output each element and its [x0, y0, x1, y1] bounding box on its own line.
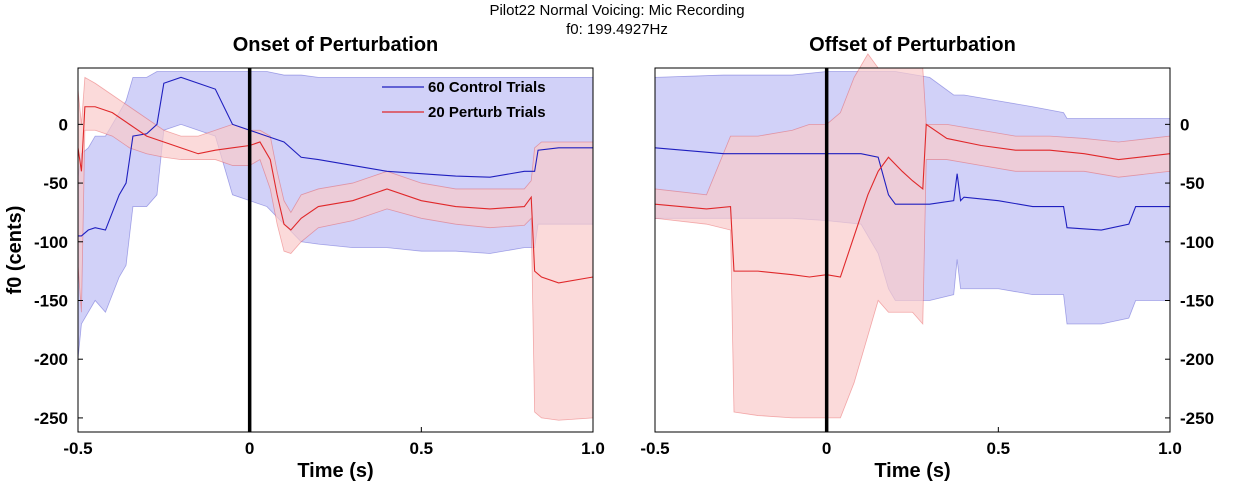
offset-mean-lines — [654, 123, 1171, 278]
y-tick-label-1-5: -250 — [1180, 409, 1214, 428]
onset-axes-frame — [77, 67, 594, 433]
perturb-mean-line-0 — [77, 106, 594, 284]
y-tick-label-0-2: -100 — [34, 233, 68, 252]
y-tick-label-0-0: 0 — [59, 115, 68, 134]
y-tick-label-0-4: -200 — [34, 350, 68, 369]
x-tick-label-0-1: 0 — [245, 439, 254, 458]
legend-perturb-label: 20 Perturb Trials — [428, 104, 546, 121]
x-tick-label-0-2: 0.5 — [410, 439, 434, 458]
legend-control-label: 60 Control Trials — [428, 79, 546, 96]
y-tick-label-1-4: -200 — [1180, 350, 1214, 369]
y-tick-label-1-0: 0 — [1180, 115, 1189, 134]
onset-panel-title: Onset of Perturbation — [233, 34, 439, 56]
onset-y-axis-label: f0 (cents) — [4, 206, 26, 295]
x-tick-label-0-3: 1.0 — [581, 439, 605, 458]
y-tick-label-0-3: -150 — [34, 291, 68, 310]
onset-axis-ticks: -0.5 0 0.5 1.0 0 -50 -100 -150 -200 -250 — [34, 115, 605, 458]
x-tick-label-1-0: -0.5 — [640, 439, 669, 458]
x-tick-label-0-0: -0.5 — [63, 439, 92, 458]
control-mean-line-0 — [78, 76, 593, 237]
figure-title-line1: Pilot22 Normal Voicing: Mic Recording — [489, 2, 744, 19]
offset-panel: -0.5 0 0.5 1.0 0 -50 -100 -150 -200 -250 Offset o… — [640, 34, 1214, 482]
onset-panel: -0.5 0 0.5 1.0 0 -50 -100 -150 -200 -250 Onset of… — [4, 34, 605, 482]
x-tick-label-1-3: 1.0 — [1158, 439, 1182, 458]
y-tick-label-1-1: -50 — [1180, 174, 1205, 193]
offset-x-axis-label: Time (s) — [874, 460, 950, 482]
offset-axis-ticks: -0.5 0 0.5 1.0 0 -50 -100 -150 -200 -250 — [640, 115, 1214, 458]
perturb-mean-line-1 — [654, 123, 1171, 278]
x-tick-label-1-1: 0 — [822, 439, 831, 458]
y-tick-label-0-5: -250 — [34, 409, 68, 428]
legend: 60 Control Trials 20 Perturb Trials — [382, 79, 546, 121]
offset-panel-title: Offset of Perturbation — [809, 34, 1016, 56]
y-tick-label-1-2: -100 — [1180, 233, 1214, 252]
offset-axes-frame — [654, 67, 1171, 433]
y-tick-label-1-3: -150 — [1180, 291, 1214, 310]
onset-x-axis-label: Time (s) — [297, 460, 373, 482]
y-tick-label-0-1: -50 — [43, 174, 68, 193]
figure-title-line2: f0: 199.4927Hz — [566, 21, 668, 38]
control-mean-line-1 — [654, 147, 1170, 231]
onset-mean-lines — [77, 76, 594, 284]
x-tick-label-1-2: 0.5 — [987, 439, 1011, 458]
